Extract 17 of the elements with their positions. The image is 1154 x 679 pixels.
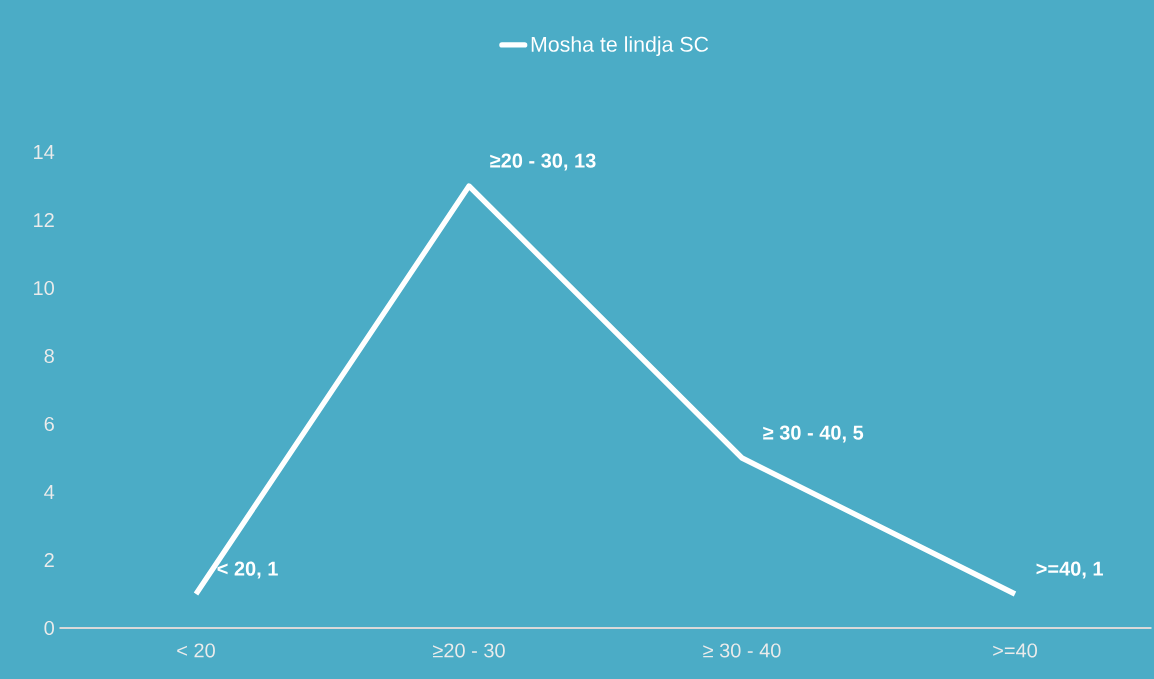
y-tick-label: 2 (44, 553, 54, 567)
y-tick-label: 0 (44, 620, 54, 636)
y-tick-label: 14 (34, 145, 55, 159)
x-tick-label: ≥20 - 30 (433, 643, 505, 658)
y-tick-label: 12 (34, 213, 54, 227)
data-label: ≥20 - 30, 13 (490, 153, 596, 171)
x-tick-label: ≥ 30 - 40 (703, 643, 781, 658)
data-label: >=40, 1 (1036, 561, 1103, 579)
y-tick-label: 10 (34, 280, 54, 296)
data-label: ≥ 30 - 40, 5 (763, 425, 864, 443)
x-tick-label: < 20 (177, 643, 215, 658)
y-tick-label: 4 (44, 485, 55, 499)
legend-label: Mosha te lindja SC (531, 36, 709, 57)
y-tick-label: 8 (44, 348, 54, 364)
x-tick-label: >=40 (993, 643, 1038, 658)
y-tick-label: 6 (44, 416, 54, 432)
data-label: < 20, 1 (217, 561, 278, 579)
